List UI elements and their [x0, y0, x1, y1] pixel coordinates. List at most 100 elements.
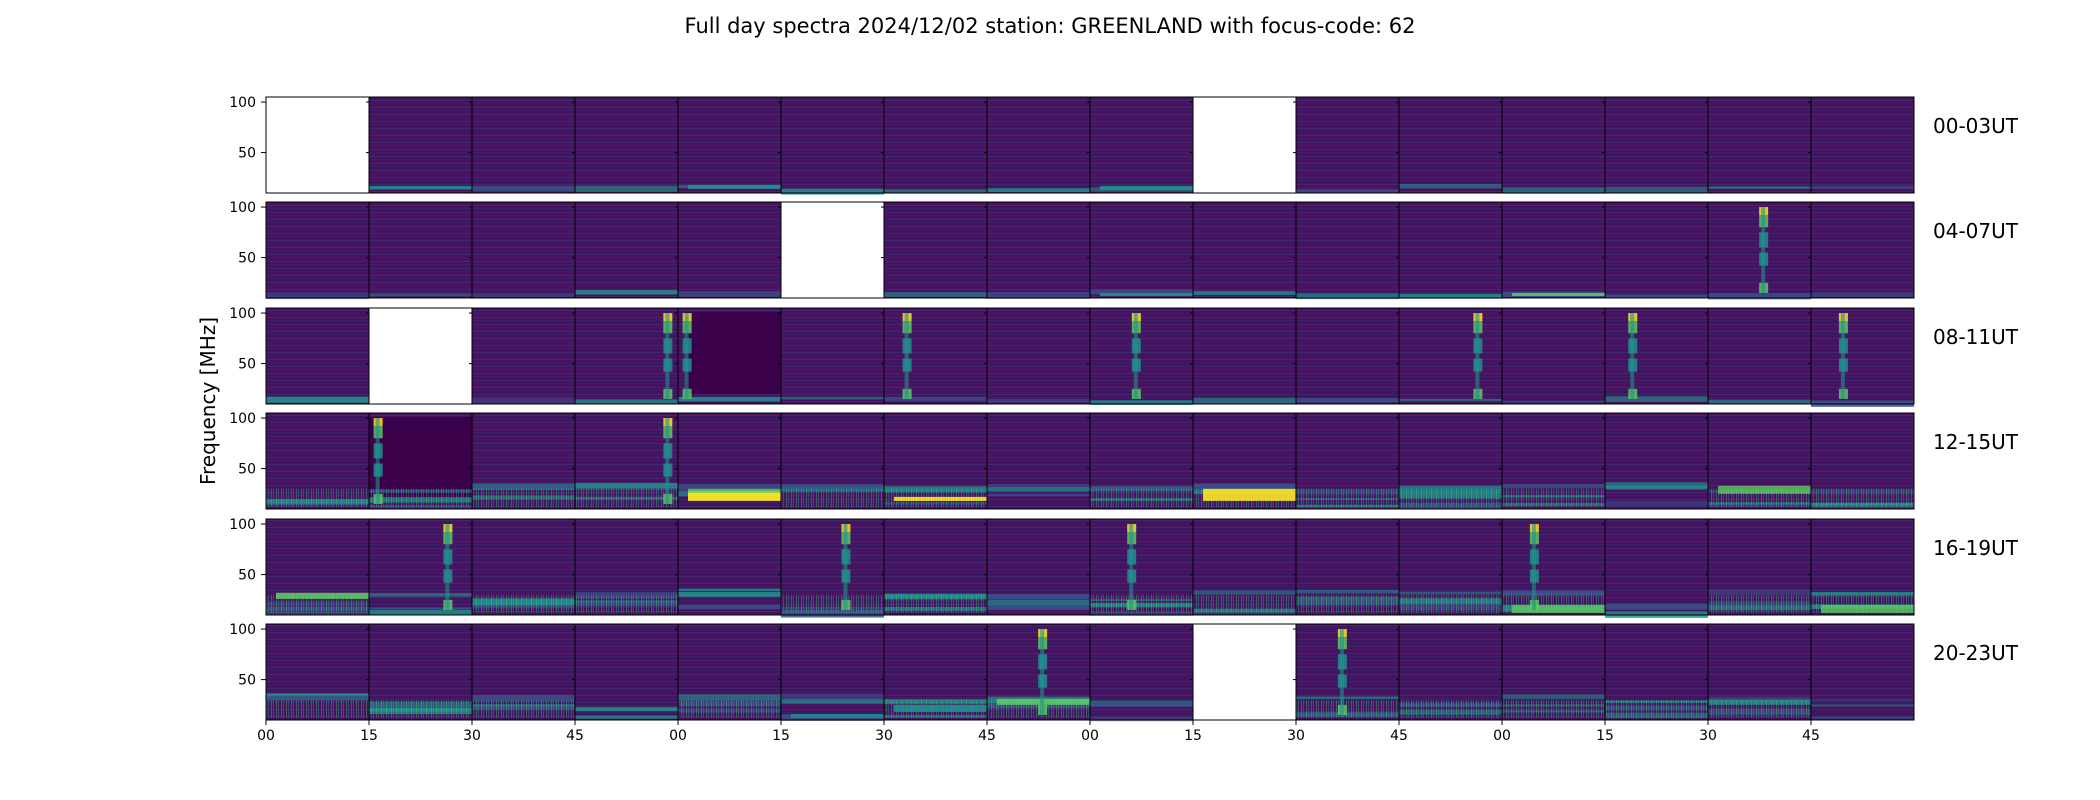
spectrum-panel — [675, 201, 782, 299]
noise-band — [781, 693, 884, 700]
noise-band — [1193, 590, 1296, 595]
noise-band — [1090, 289, 1193, 295]
rfi-texture — [1708, 594, 1811, 613]
panel-texture — [1811, 308, 1914, 404]
noise-band — [266, 695, 369, 701]
spectrum-panel — [1705, 96, 1812, 194]
noise-band — [678, 604, 781, 610]
x-tick-label: 00 — [1493, 728, 1511, 744]
rfi-texture — [1708, 699, 1811, 718]
spectrum-panel — [469, 623, 576, 721]
noise-band — [1296, 189, 1399, 193]
spectrum-panel — [1602, 518, 1709, 618]
spectrum-panel — [1808, 412, 1915, 510]
panel-texture — [1605, 519, 1708, 615]
noise-band — [884, 396, 987, 402]
noise-band — [1605, 485, 1708, 490]
spectrum-panel — [366, 518, 473, 616]
spectra-grid: 50 100 00-03UT 50 100 04-07UT 50 100 08-11UT 50 10… — [229, 95, 2018, 744]
spectrum-panel — [1808, 307, 1915, 407]
panel-frame — [1810, 96, 1915, 194]
x-tick-label: 45 — [1390, 728, 1408, 744]
noise-band — [575, 715, 678, 719]
spectrum-panel — [1705, 518, 1812, 616]
noise-band — [1090, 716, 1193, 722]
spectrum-panel — [1808, 623, 1915, 721]
spectrum-panel — [261, 201, 370, 300]
panel-texture — [1708, 97, 1811, 193]
panel-texture — [987, 413, 1090, 509]
noise-band — [472, 185, 575, 192]
emission-band — [1512, 604, 1605, 613]
rfi-texture — [1193, 594, 1296, 613]
spectrum-panel — [469, 412, 576, 510]
spectrum-panel — [1190, 623, 1297, 721]
panel-texture — [369, 519, 472, 615]
spectrum-panel — [881, 623, 988, 721]
spectrum-panel — [1499, 201, 1606, 299]
spectrum-panel — [1396, 518, 1503, 616]
spectrum-panel — [675, 623, 782, 721]
noise-band — [987, 605, 1090, 610]
radio-burst-core — [375, 418, 380, 504]
noise-band — [1399, 591, 1502, 595]
panel-texture — [1502, 308, 1605, 404]
noise-band — [1193, 611, 1296, 616]
noise-band — [987, 188, 1090, 193]
panel-texture — [884, 308, 987, 404]
panel-texture — [1811, 97, 1914, 193]
panel-texture — [781, 97, 884, 193]
noise-band — [575, 185, 678, 192]
row-label: 04-07UT — [1933, 219, 2019, 243]
spectrum-panel — [1396, 623, 1503, 721]
panel-texture — [781, 624, 884, 720]
noise-band — [1605, 186, 1708, 193]
radio-burst-core — [1475, 313, 1480, 399]
panel-frame — [1810, 201, 1915, 299]
spectrum-panel — [1190, 412, 1297, 510]
spectrum-panel — [1808, 201, 1915, 299]
noise-band — [1811, 592, 1914, 596]
emission-band — [894, 704, 987, 712]
noise-band — [1193, 291, 1296, 296]
panel-texture — [575, 624, 678, 720]
y-tick-label: 50 — [238, 357, 256, 373]
rfi-texture — [472, 488, 575, 507]
noise-band — [472, 694, 575, 702]
panel-texture — [987, 97, 1090, 193]
x-tick-label: 30 — [875, 728, 893, 744]
spectrum-panel — [261, 307, 370, 405]
radio-burst-core — [904, 313, 909, 399]
dark-block — [369, 417, 472, 499]
noise-band — [1605, 482, 1708, 489]
noise-band — [1605, 294, 1708, 298]
panel-texture — [1193, 308, 1296, 404]
spectrum-panel — [1499, 623, 1606, 721]
noise-band — [1811, 716, 1914, 720]
noise-band — [1708, 589, 1811, 595]
spectrum-panel — [881, 201, 988, 299]
spectrum-panel — [366, 307, 473, 405]
panel-texture — [987, 202, 1090, 298]
rfi-texture — [781, 488, 884, 507]
spectrum-panel — [261, 623, 370, 721]
noise-band — [1090, 611, 1193, 616]
rfi-texture — [472, 699, 575, 718]
spectrum-panel — [1293, 623, 1400, 721]
spectrum-panel — [1190, 307, 1297, 405]
noise-band — [575, 290, 678, 295]
rfi-texture — [1811, 488, 1914, 507]
spectrum-panel — [1190, 518, 1297, 616]
panel-frame — [1810, 412, 1915, 510]
noise-band — [678, 291, 781, 297]
noise-band — [987, 493, 1090, 497]
noise-band — [1605, 603, 1708, 610]
noise-band — [1811, 292, 1914, 297]
spectrum-panel — [1190, 201, 1297, 299]
x-tick-label: 15 — [360, 728, 378, 744]
emission-band — [1512, 292, 1605, 296]
rfi-texture — [266, 488, 369, 507]
spectrum-panel — [1396, 201, 1503, 299]
spectrum-panel — [1293, 518, 1400, 616]
